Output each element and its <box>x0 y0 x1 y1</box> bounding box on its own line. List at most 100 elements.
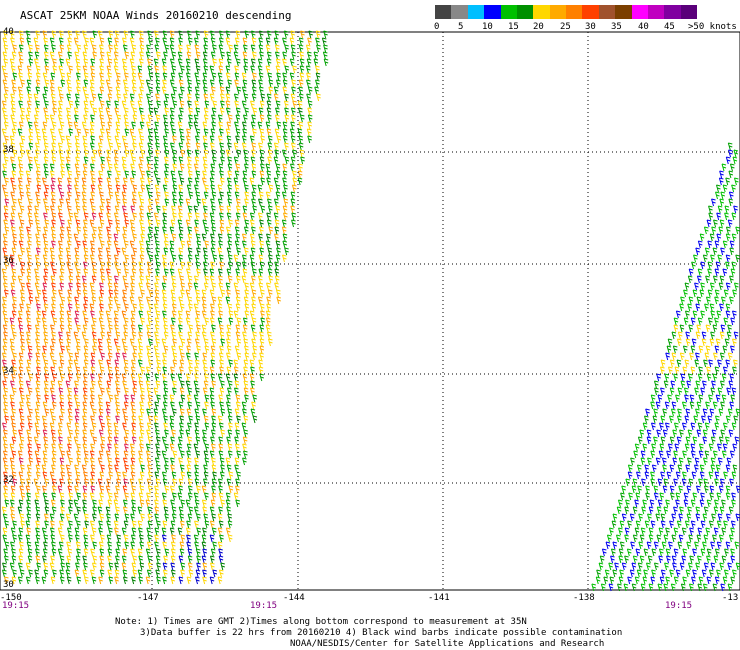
wind-barb <box>290 135 296 144</box>
wind-barb <box>50 380 56 389</box>
wind-barb <box>139 429 145 438</box>
legend-swatch-13 <box>647 5 665 19</box>
wind-barb <box>130 30 135 39</box>
wind-barb <box>697 555 702 564</box>
wind-barb <box>44 499 49 508</box>
wind-barb <box>178 93 183 102</box>
wind-barb <box>180 534 186 543</box>
wind-barb <box>251 149 256 158</box>
wind-barb <box>67 317 72 326</box>
wind-barb <box>169 247 175 256</box>
wind-barb <box>203 44 208 53</box>
wind-barb <box>155 380 161 389</box>
wind-barb <box>58 128 63 137</box>
wind-barb <box>59 317 65 326</box>
wind-barb <box>723 289 729 298</box>
wind-barb <box>57 548 63 557</box>
wind-barb <box>97 30 103 39</box>
wind-barb <box>726 387 731 396</box>
wind-barb <box>290 44 296 53</box>
wind-barb <box>290 121 295 130</box>
wind-barb <box>2 51 8 60</box>
wind-barb <box>701 569 707 578</box>
wind-barb <box>234 72 240 81</box>
wind-barb <box>51 485 57 494</box>
wind-barb <box>49 79 55 88</box>
wind-barb <box>137 373 143 382</box>
wind-barb <box>217 184 223 193</box>
wind-barb <box>718 408 724 417</box>
wind-barb <box>186 156 192 165</box>
wind-barb <box>171 345 176 354</box>
wind-barb <box>227 415 233 424</box>
wind-barb <box>116 114 122 123</box>
wind-barb <box>273 86 279 95</box>
wind-barb <box>715 394 721 403</box>
wind-barb <box>266 114 272 123</box>
wind-barb <box>682 366 688 375</box>
wind-barb <box>642 422 648 431</box>
wind-barb <box>170 324 175 333</box>
wind-barb <box>163 422 168 431</box>
wind-barb <box>12 352 17 361</box>
wind-barb <box>233 387 239 396</box>
wind-barb <box>131 499 136 508</box>
lat-label-34: 34 <box>3 366 14 376</box>
wind-barb <box>20 338 25 347</box>
wind-barb <box>292 177 297 186</box>
wind-barb <box>700 548 706 557</box>
wind-barb <box>3 58 9 67</box>
wind-barb <box>9 394 15 403</box>
wind-barb <box>226 394 231 403</box>
wind-barb <box>66 149 71 158</box>
wind-barb <box>82 261 88 270</box>
wind-barb <box>274 233 279 242</box>
wind-barb <box>26 478 31 487</box>
wind-barb <box>235 198 241 207</box>
wind-barb <box>178 478 184 487</box>
wind-barb <box>3 219 8 228</box>
wind-barb <box>282 135 288 144</box>
wind-barb <box>258 198 263 207</box>
wind-barb <box>74 569 80 578</box>
wind-barb <box>90 289 96 298</box>
wind-barb <box>155 261 161 270</box>
wind-barb <box>171 492 177 501</box>
wind-barb <box>163 394 168 403</box>
wind-barb <box>113 58 119 67</box>
wind-barb <box>3 450 8 459</box>
wind-barb <box>106 478 111 487</box>
wind-barb <box>282 58 287 67</box>
wind-barb <box>203 107 209 116</box>
wind-barb <box>709 303 715 312</box>
wind-barb <box>685 408 691 417</box>
wind-barb <box>76 492 81 501</box>
wind-barb <box>10 100 16 109</box>
wind-barb <box>132 380 137 389</box>
wind-barb <box>672 429 677 438</box>
wind-barb <box>58 338 64 347</box>
wind-barb <box>678 485 683 494</box>
wind-barb <box>82 366 88 375</box>
wind-barb <box>259 303 265 312</box>
wind-barb <box>90 114 95 123</box>
wind-barb <box>90 58 96 67</box>
wind-barb <box>114 576 119 585</box>
wind-barb <box>68 212 74 221</box>
wind-barb <box>209 65 215 74</box>
wind-barb <box>50 429 56 438</box>
wind-barb <box>193 275 199 284</box>
wind-barb <box>203 212 208 221</box>
legend-labels: 0 5 10 15 20 25 30 35 40 45 >50 knots <box>430 22 740 34</box>
wind-barb <box>722 366 728 375</box>
wind-barb <box>323 44 328 53</box>
wind-barb <box>689 352 694 361</box>
wind-barb <box>18 44 24 53</box>
wind-barb <box>146 408 151 417</box>
wind-barb <box>34 548 40 557</box>
wind-barb <box>34 282 40 291</box>
wind-barb <box>697 373 703 382</box>
wind-barb <box>258 30 264 39</box>
wind-barb <box>73 394 79 403</box>
wind-barb <box>131 422 136 431</box>
